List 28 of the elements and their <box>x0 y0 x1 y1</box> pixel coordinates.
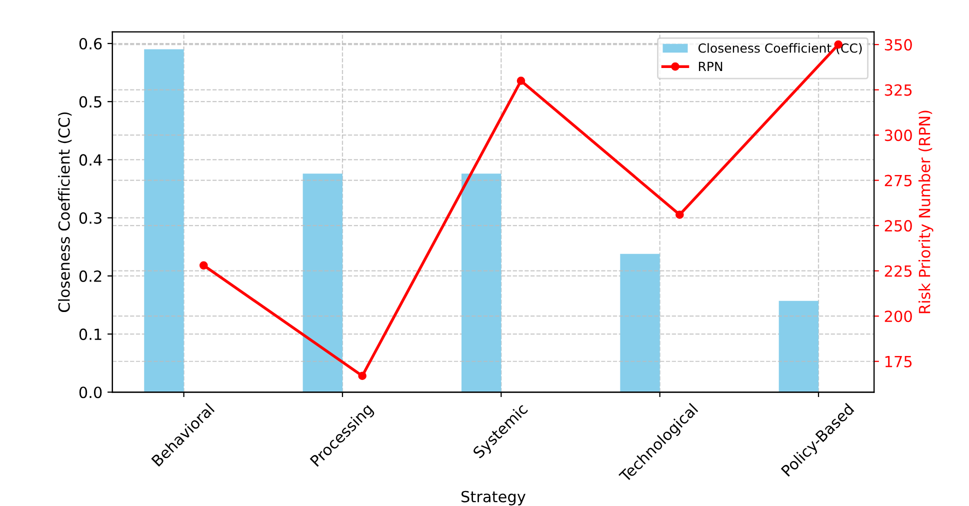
x-axis-title: Strategy <box>461 490 526 506</box>
y-tick-label: 0.3 <box>79 212 102 224</box>
point <box>516 76 526 85</box>
y2-tick-label: 175 <box>885 356 912 368</box>
y2-tick-label: 200 <box>884 310 912 322</box>
y2-tick-label: 250 <box>884 220 912 232</box>
y-tick-label: 0.5 <box>79 96 102 108</box>
y-axis-title: Closeness Coefficient (CC) <box>58 112 72 312</box>
y2-tick-label: 300 <box>884 130 912 142</box>
y-tick-label: 0.0 <box>79 386 102 398</box>
legend-label: RPN <box>698 62 722 71</box>
bar <box>620 254 660 392</box>
point <box>199 261 208 270</box>
y-tick-label: 0.1 <box>79 328 102 340</box>
point <box>358 372 366 380</box>
y2-axis-title: Risk Priority Number (RPN) <box>918 110 934 314</box>
y-tick-label: 0.4 <box>79 154 102 166</box>
bar <box>302 174 342 392</box>
bar <box>144 49 184 392</box>
y2-tick-label: 325 <box>884 84 912 96</box>
y-tick-label: 0.6 <box>79 38 102 50</box>
bar <box>778 300 818 392</box>
bar <box>461 174 502 392</box>
y2-tick-label: 350 <box>884 39 912 51</box>
y2-tick-label: 275 <box>884 174 912 186</box>
point <box>675 210 684 219</box>
y2-tick-label: 225 <box>884 265 912 277</box>
y-tick-label: 0.2 <box>79 270 102 282</box>
